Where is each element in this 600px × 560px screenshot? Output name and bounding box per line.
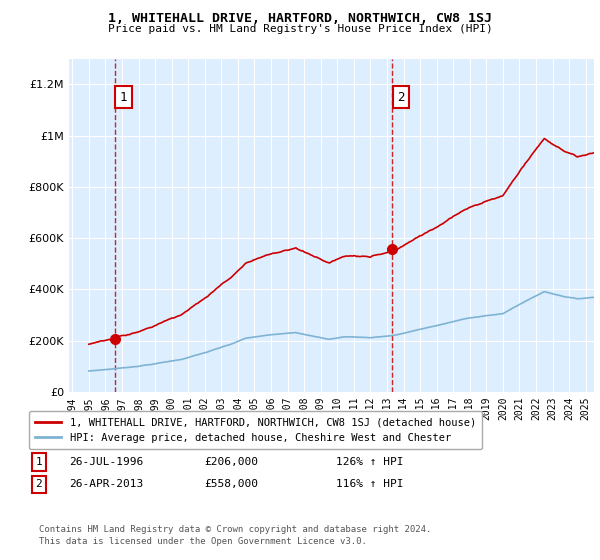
Text: 1, WHITEHALL DRIVE, HARTFORD, NORTHWICH, CW8 1SJ: 1, WHITEHALL DRIVE, HARTFORD, NORTHWICH,… [108, 12, 492, 25]
Text: £206,000: £206,000 [204, 457, 258, 467]
Text: 126% ↑ HPI: 126% ↑ HPI [336, 457, 404, 467]
Text: 1: 1 [35, 457, 43, 467]
Text: 26-APR-2013: 26-APR-2013 [69, 479, 143, 489]
Text: 26-JUL-1996: 26-JUL-1996 [69, 457, 143, 467]
Text: £558,000: £558,000 [204, 479, 258, 489]
Text: 1: 1 [120, 91, 127, 104]
Text: 2: 2 [35, 479, 43, 489]
Text: 116% ↑ HPI: 116% ↑ HPI [336, 479, 404, 489]
Text: 2: 2 [397, 91, 405, 104]
Text: Contains HM Land Registry data © Crown copyright and database right 2024.
This d: Contains HM Land Registry data © Crown c… [39, 525, 431, 546]
Legend: 1, WHITEHALL DRIVE, HARTFORD, NORTHWICH, CW8 1SJ (detached house), HPI: Average : 1, WHITEHALL DRIVE, HARTFORD, NORTHWICH,… [29, 411, 482, 449]
Text: Price paid vs. HM Land Registry's House Price Index (HPI): Price paid vs. HM Land Registry's House … [107, 24, 493, 34]
